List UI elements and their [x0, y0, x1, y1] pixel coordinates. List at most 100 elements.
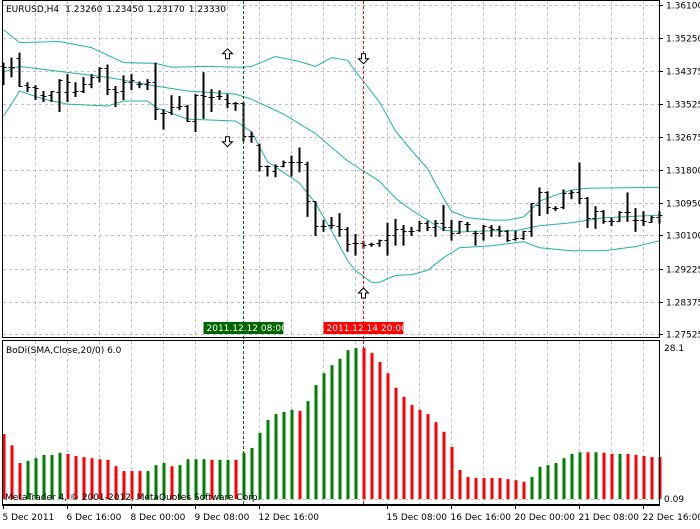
- histogram-bar: [459, 470, 462, 499]
- histogram-bar: [579, 452, 582, 499]
- ohlc-bar: [569, 190, 575, 199]
- ohlc-bar: [105, 65, 111, 96]
- time-label: 8 Dec 00:00: [131, 513, 186, 523]
- histogram-bar: [427, 414, 430, 499]
- ohlc-bar: [649, 216, 655, 223]
- histogram-bar: [347, 350, 350, 499]
- ohlc-bar: [281, 161, 287, 168]
- indicator-histogram: [3, 348, 662, 499]
- marker-label: 2011.12.14 20:00: [327, 324, 408, 334]
- histogram-bar: [267, 420, 270, 499]
- ohlc-bar: [337, 213, 343, 237]
- ohlc-bar: [609, 218, 615, 226]
- arrow-down-icon: [223, 137, 233, 147]
- histogram-bar: [523, 482, 526, 499]
- ohlc-bar: [409, 227, 415, 236]
- histogram-bar: [411, 405, 414, 499]
- histogram-bar: [339, 359, 342, 499]
- band-upper: [4, 30, 660, 221]
- ohlc-bar: [17, 53, 23, 87]
- ohlc-bar: [169, 95, 175, 115]
- histogram-bar: [443, 432, 446, 499]
- histogram-bar: [315, 385, 318, 499]
- histogram-bar: [11, 445, 14, 499]
- price-label: 1.29225: [666, 266, 700, 276]
- histogram-bar: [387, 373, 390, 499]
- histogram-bar: [451, 447, 454, 499]
- marker-lines: [244, 1, 364, 505]
- histogram-bar: [355, 348, 358, 499]
- ohlc-bar: [65, 74, 71, 102]
- histogram-bar: [515, 480, 518, 499]
- time-label: 20 Dec 00:00: [515, 513, 576, 523]
- histogram-bar: [483, 478, 486, 499]
- histogram-bar: [283, 412, 286, 499]
- histogram-bar: [491, 478, 494, 499]
- histogram-bar: [571, 454, 574, 499]
- ohlc-bar: [217, 90, 223, 100]
- time-label: 12 Dec 16:00: [259, 513, 320, 523]
- histogram-bar: [299, 411, 302, 499]
- ohlc-bar: [201, 72, 207, 119]
- ohlc-bar: [97, 67, 103, 82]
- ohlc-bar: [25, 82, 31, 92]
- histogram-bar: [547, 465, 550, 499]
- time-label: 22 Dec 16:00: [643, 513, 700, 523]
- price-label: 1.35250: [666, 35, 700, 45]
- ohlc-bar: [233, 102, 239, 111]
- ohlc-bar: [473, 231, 479, 246]
- indicator-max-label: 28.1: [664, 344, 684, 354]
- ohlc-bar: [369, 243, 375, 247]
- histogram-bar: [603, 453, 606, 499]
- ohlc-bar: [177, 96, 183, 110]
- histogram-bar: [499, 478, 502, 499]
- ohlc-bar: [321, 220, 327, 232]
- ohlc-bar: [393, 219, 399, 246]
- price-label: 1.31800: [666, 167, 700, 177]
- histogram-bar: [379, 362, 382, 499]
- ohlc-bar: [465, 222, 471, 232]
- arrow-up-icon: [223, 49, 233, 59]
- histogram-bar: [531, 477, 534, 499]
- price-label: 1.30100: [666, 232, 700, 242]
- ohlc-bar: [585, 197, 591, 228]
- ohlc-bar: [353, 234, 359, 256]
- ohlc-bar: [81, 77, 87, 93]
- time-label: 21 Dec 08:00: [579, 513, 640, 523]
- price-label: 1.34375: [666, 68, 700, 78]
- histogram-bar: [275, 414, 278, 499]
- histogram-bar: [435, 422, 438, 499]
- histogram-bar: [643, 456, 646, 499]
- ohlc-bar: [57, 79, 63, 112]
- ohlc-bar: [89, 74, 95, 88]
- indicator-min-label: 0.09: [664, 495, 684, 505]
- ohlc-bar: [297, 147, 303, 172]
- histogram-bar: [587, 452, 590, 499]
- ohlc-bar: [537, 187, 543, 216]
- time-label: 6 Dec 16:00: [67, 513, 122, 523]
- histogram-bar: [291, 410, 294, 499]
- arrow-down-icon: [359, 54, 369, 64]
- ohlc-bar: [529, 203, 535, 237]
- histogram-bar: [323, 373, 326, 499]
- histogram-bar: [251, 448, 254, 499]
- arrow-up-icon: [359, 288, 369, 298]
- histogram-bar: [651, 457, 654, 499]
- price-label: 1.33525: [666, 101, 700, 111]
- time-label: 9 Dec 08:00: [195, 513, 250, 523]
- band-lower: [4, 91, 660, 282]
- histogram-bar: [611, 454, 614, 499]
- histogram-bar: [259, 433, 262, 499]
- histogram-bar: [475, 478, 478, 499]
- histogram-bar: [627, 454, 630, 499]
- price-label: 1.28375: [666, 299, 700, 309]
- ohlc-bar: [601, 210, 607, 224]
- ohlc-bar: [225, 94, 231, 108]
- ohlc-bar: [193, 94, 199, 132]
- bollinger-bands: [4, 30, 660, 283]
- ohlc-bar: [481, 225, 487, 241]
- histogram-bar: [635, 455, 638, 499]
